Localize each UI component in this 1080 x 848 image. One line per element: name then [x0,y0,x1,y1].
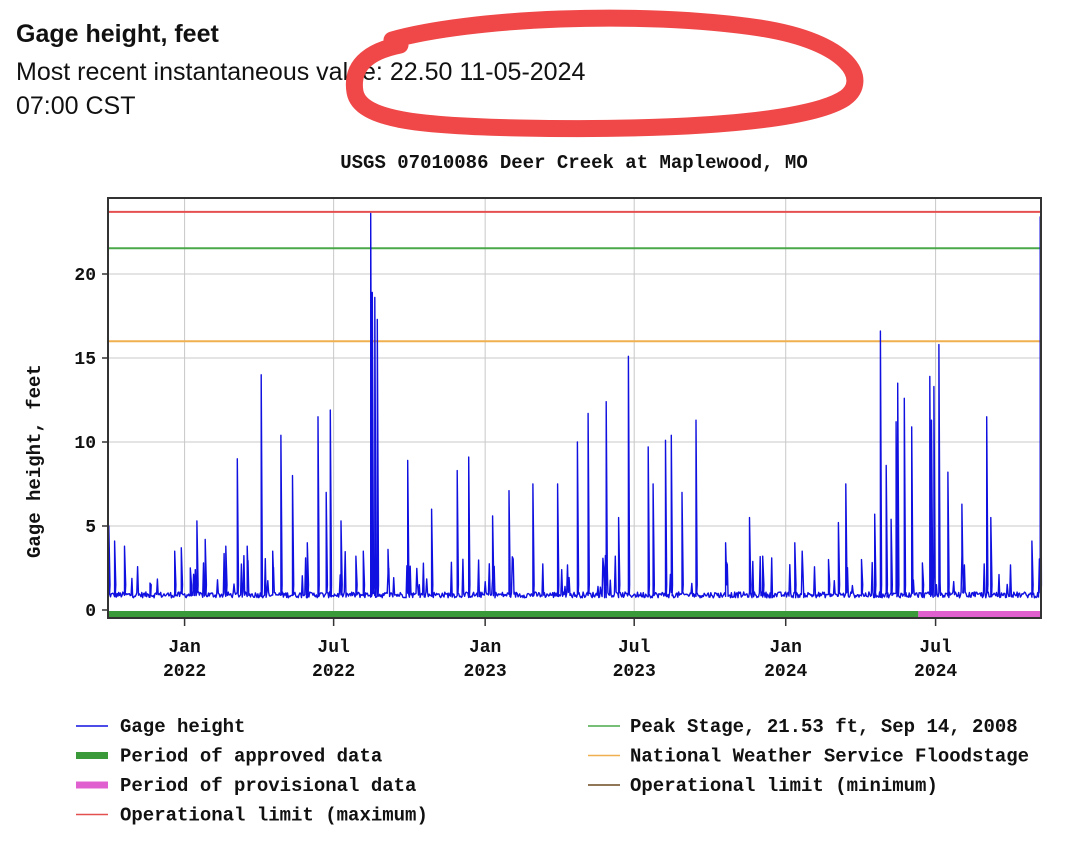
legend-label: Operational limit (minimum) [630,775,938,797]
x-tick-label-month: Jan [469,638,501,658]
gage-height-chart: USGS 07010086 Deer Creek at Maplewood, M… [24,152,1043,827]
chart-title: USGS 07010086 Deer Creek at Maplewood, M… [340,152,807,174]
y-axis-label: Gage height, feet [24,364,46,558]
recent-value-label: Most recent instantaneous value: [16,58,383,86]
x-tick-label-year: 2024 [914,662,957,682]
y-tick-label: 5 [85,518,96,538]
plot-frame [107,197,1042,619]
recent-date: 11-05-2024 [459,58,586,86]
y-tick-label: 20 [74,266,96,286]
x-axis: Jan 2022 Jul 2022 Jan 2023 Jul 2023 Jan 2024 Jul 20… [163,618,957,682]
legend-label: National Weather Service Floodstage [630,746,1029,768]
y-tick-label: 0 [85,602,96,622]
recent-time: 07:00 CST [16,92,136,120]
data-period-bars [108,611,1041,617]
x-tick-label-year: 2024 [764,662,807,682]
recent-value: 22.50 [389,58,453,86]
x-tick-label-year: 2022 [312,662,355,682]
legend-label: Period of approved data [120,746,382,768]
gage-height-series [107,212,1043,599]
x-tick-label-month: Jul [919,638,952,658]
x-tick-label-month: Jan [770,638,802,658]
x-tick-label-year: 2022 [163,662,206,682]
legend-label: Gage height [120,716,245,738]
legend-label: Period of provisional data [120,775,416,797]
x-tick-label-year: 2023 [613,662,656,682]
x-tick-label-month: Jul [317,638,350,658]
x-tick-label-month: Jul [618,638,651,658]
annotation-stroke [345,9,864,138]
approved-period-bar [108,611,919,617]
y-axis: 0 5 10 15 20 [74,266,108,622]
y-tick-label: 10 [74,434,96,454]
legend-label: Operational limit (maximum) [120,805,428,827]
gage-height-line [107,212,1043,599]
x-tick-label-year: 2023 [464,662,507,682]
x-tick-label-month: Jan [168,638,200,658]
provisional-period-bar [918,611,1041,617]
gage-height-title: Gage height, feet [16,20,219,48]
reference-lines [108,210,1041,343]
legend-label: Peak Stage, 21.53 ft, Sep 14, 2008 [630,716,1018,738]
legend: Gage height Period of approved data Period… [76,716,1029,827]
recent-value-line: Most recent instantaneous value: 22.50 1… [16,58,585,87]
y-tick-label: 15 [74,350,96,370]
